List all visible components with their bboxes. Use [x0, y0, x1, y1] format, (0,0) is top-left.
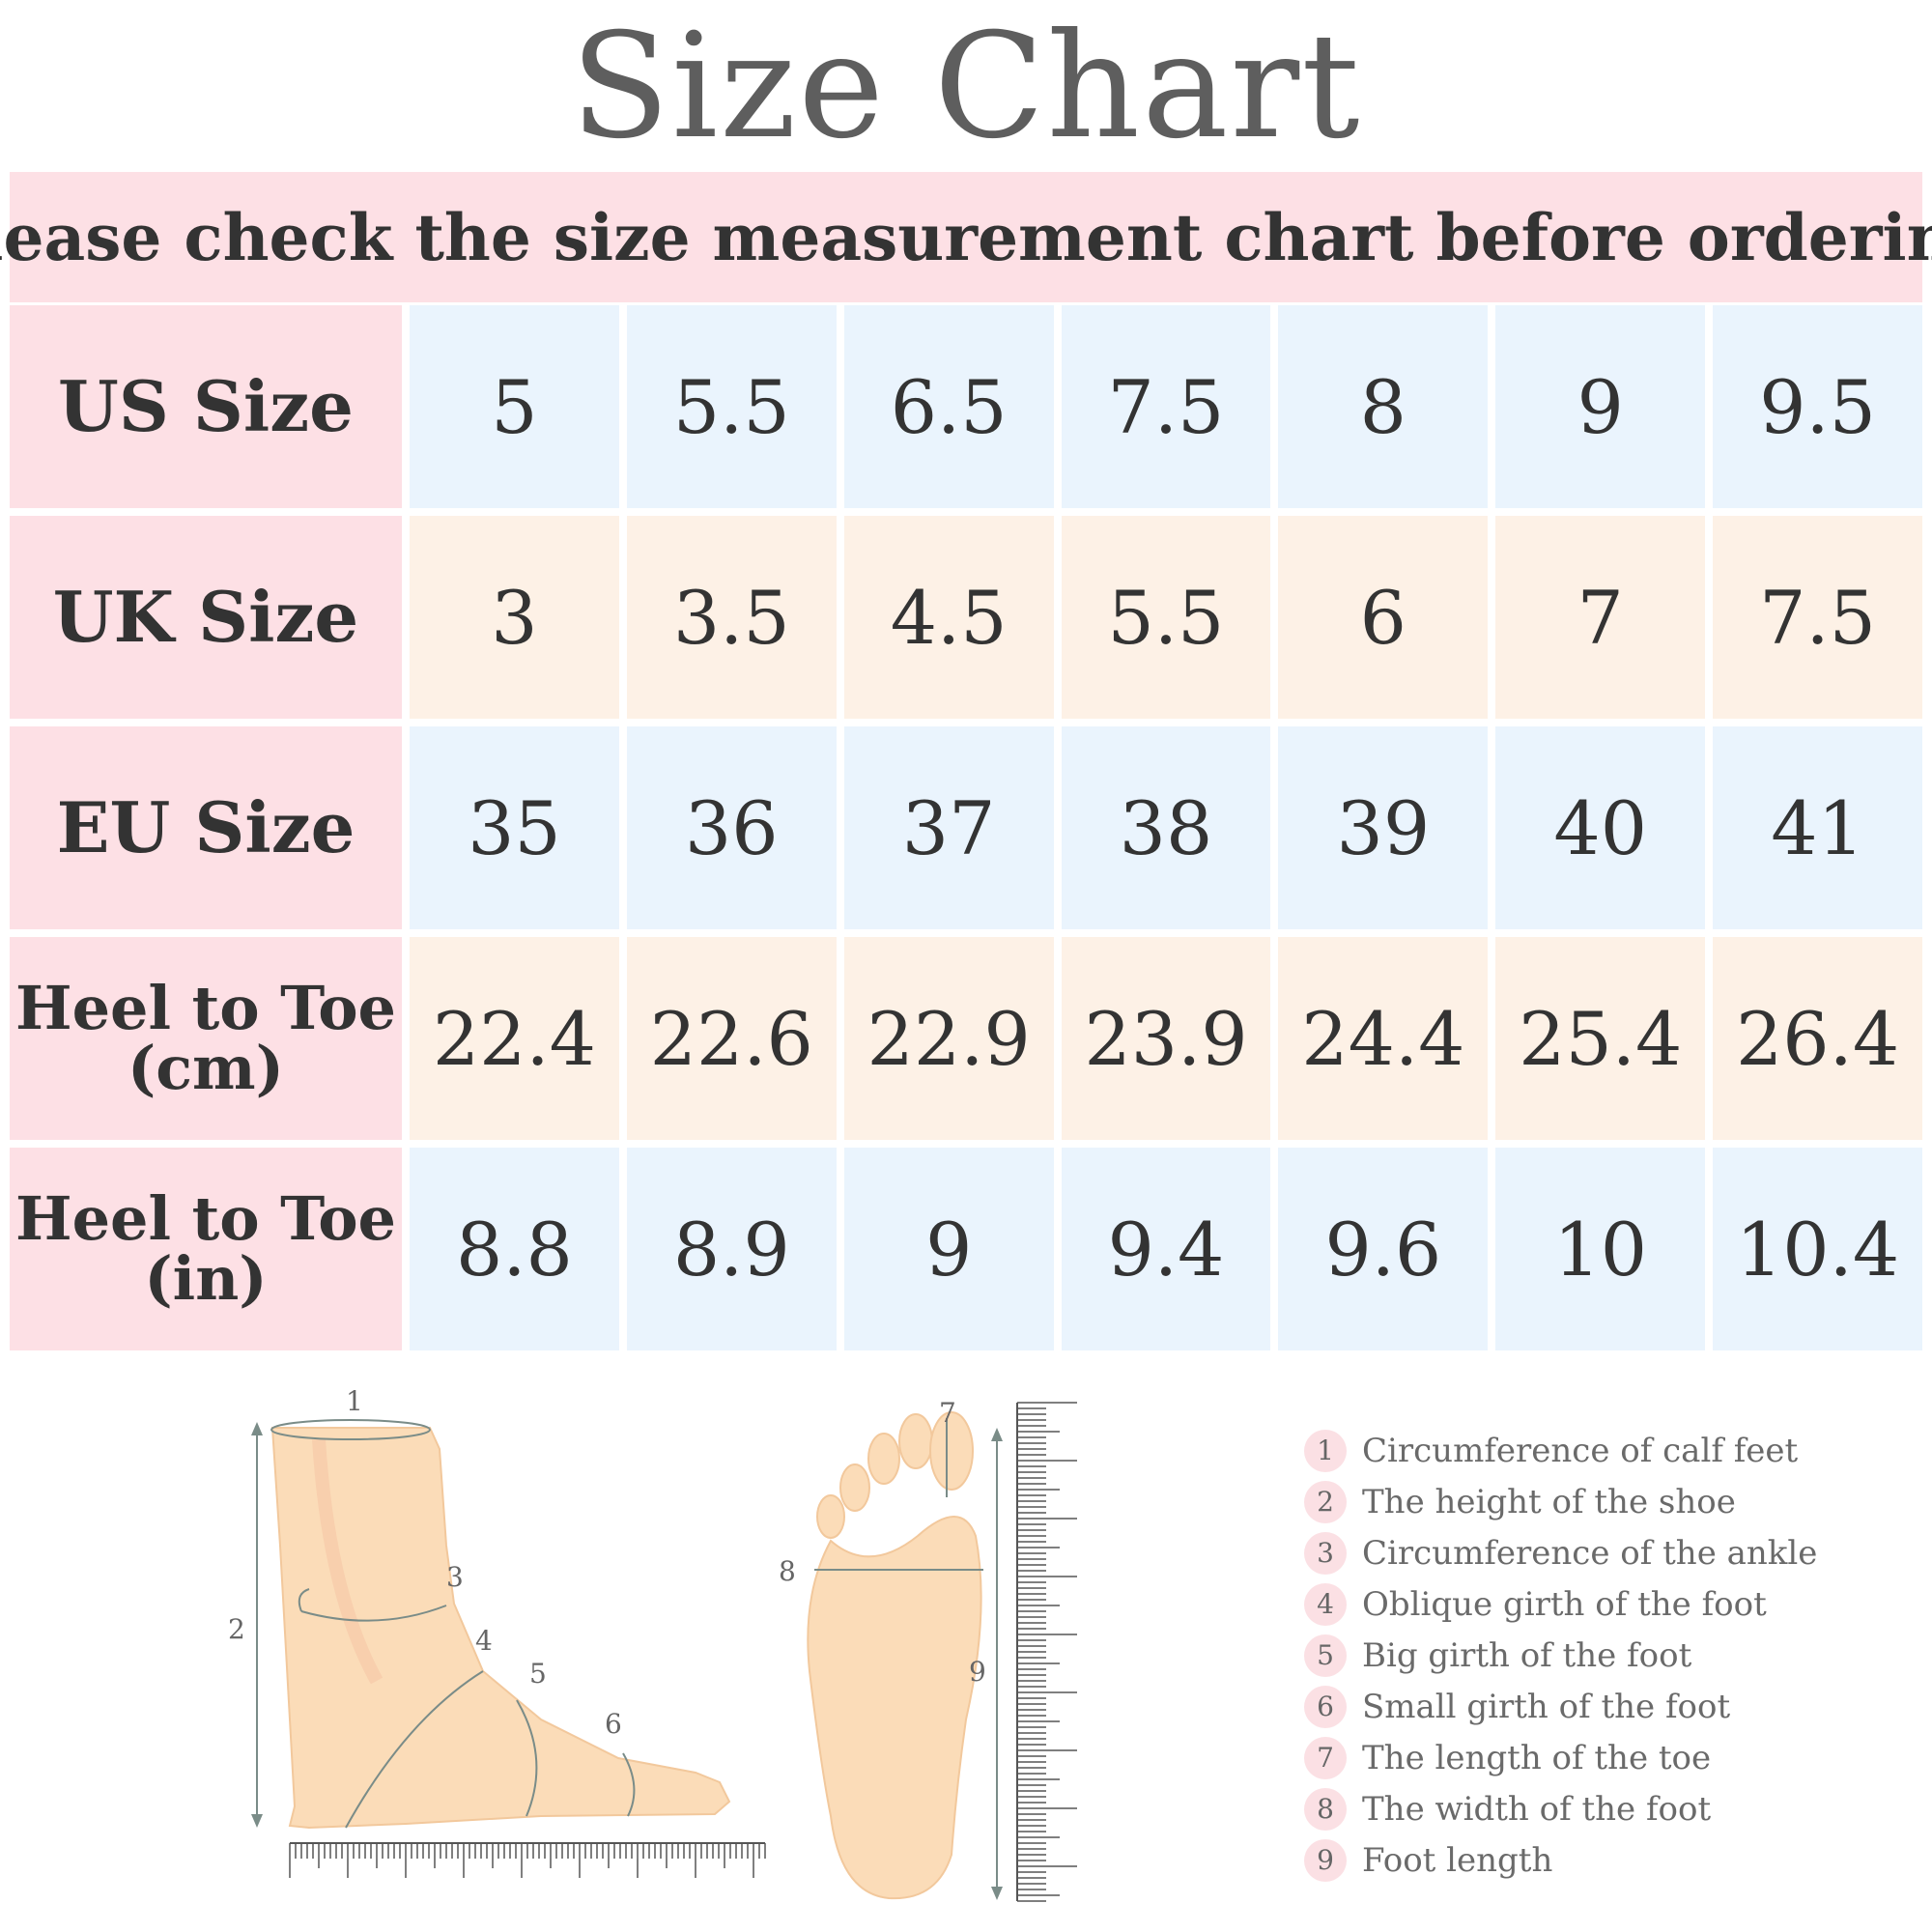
diagram-label-5: 5 [529, 1658, 547, 1690]
row-header-heel-toe-in: Heel to Toe (in) [10, 1148, 402, 1350]
legend-number: 8 [1304, 1787, 1347, 1831]
legend-item: 3 Circumference of the ankle [1304, 1527, 1903, 1578]
sole-foot-illustration [807, 1411, 1003, 1900]
side-foot-illustration [251, 1419, 731, 1830]
legend-text: The width of the foot [1362, 1789, 1712, 1829]
table-cell: 10.4 [1713, 1148, 1922, 1350]
row-header-uk: UK Size [10, 516, 402, 719]
table-cell: 35 [410, 726, 619, 929]
table-cell: 7 [1495, 516, 1706, 719]
row-header-us: US Size [10, 305, 402, 508]
legend-item: 4 Oblique girth of the foot [1304, 1578, 1903, 1630]
table-cell: 5.5 [1061, 516, 1271, 719]
table-cell: 26.4 [1713, 937, 1922, 1140]
table-cell: 22.4 [410, 937, 619, 1140]
table-cell: 38 [1061, 726, 1271, 929]
legend-text: Circumference of calf feet [1362, 1431, 1799, 1470]
legend-text: Foot length [1362, 1840, 1553, 1880]
diagram-label-7: 7 [939, 1397, 956, 1429]
ruler-horizontal [289, 1842, 766, 1878]
table-cell: 9 [843, 1148, 1054, 1350]
table-cell: 22.9 [843, 937, 1054, 1140]
legend-item: 9 Foot length [1304, 1834, 1903, 1886]
table-cell: 10 [1495, 1148, 1706, 1350]
legend-item: 8 The width of the foot [1304, 1783, 1903, 1834]
table-cell: 23.9 [1061, 937, 1271, 1140]
table-cell: 9.5 [1713, 305, 1922, 508]
diagram-label-8: 8 [779, 1555, 796, 1587]
legend-number: 9 [1304, 1838, 1347, 1882]
table-cell: 3 [410, 516, 619, 719]
page-title: Size Chart [570, 3, 1362, 171]
legend-text: The length of the toe [1362, 1738, 1712, 1777]
legend-number: 1 [1304, 1429, 1347, 1472]
legend-number: 4 [1304, 1582, 1347, 1626]
diagram-label-6: 6 [605, 1708, 622, 1740]
table-cell: 3.5 [626, 516, 837, 719]
diagram-label-1: 1 [346, 1385, 363, 1417]
legend-item: 7 The length of the toe [1304, 1732, 1903, 1783]
ruler-vertical [1016, 1402, 1077, 1902]
legend-number: 5 [1304, 1634, 1347, 1677]
legend-number: 3 [1304, 1531, 1347, 1575]
diagram-label-2: 2 [228, 1613, 245, 1645]
table-cell: 39 [1278, 726, 1489, 929]
table-cell: 37 [843, 726, 1054, 929]
legend-number: 6 [1304, 1685, 1347, 1728]
diagram-label-9: 9 [969, 1656, 986, 1688]
table-cell: 4.5 [843, 516, 1054, 719]
legend-text: Circumference of the ankle [1362, 1533, 1818, 1573]
table-cell: 9 [1495, 305, 1706, 508]
table-cell: 6 [1278, 516, 1489, 719]
table-cell: 7.5 [1061, 305, 1271, 508]
table-cell: 8.9 [626, 1148, 837, 1350]
legend-text: Big girth of the foot [1362, 1635, 1692, 1675]
row-header-eu: EU Size [10, 726, 402, 929]
legend-number: 2 [1304, 1480, 1347, 1523]
legend-text: Small girth of the foot [1362, 1687, 1731, 1726]
table-cell: 5 [410, 305, 619, 508]
legend-item: 5 Big girth of the foot [1304, 1630, 1903, 1681]
table-cell: 41 [1713, 726, 1922, 929]
table-cell: 9.6 [1278, 1148, 1489, 1350]
table-cell: 36 [626, 726, 837, 929]
diagram-label-4: 4 [475, 1625, 493, 1657]
table-cell: 6.5 [843, 305, 1054, 508]
legend-item: 2 The height of the shoe [1304, 1476, 1903, 1527]
table-cell: 22.6 [626, 937, 837, 1140]
table-cell: 8.8 [410, 1148, 619, 1350]
table-cell: 5.5 [626, 305, 837, 508]
size-table: US Size 5 5.5 6.5 7.5 8 9 9.5 UK Size 3 … [10, 305, 1922, 1350]
table-cell: 40 [1495, 726, 1706, 929]
legend-item: 1 Circumference of calf feet [1304, 1425, 1903, 1476]
row-header-heel-toe-cm: Heel to Toe (cm) [10, 937, 402, 1140]
subtitle-banner: please check the size measurement chart … [0, 172, 1932, 302]
measurement-legend: 1 Circumference of calf feet 2 The height … [1304, 1425, 1903, 1886]
table-cell: 9.4 [1061, 1148, 1271, 1350]
legend-item: 6 Small girth of the foot [1304, 1681, 1903, 1732]
table-cell: 8 [1278, 305, 1489, 508]
foot-measurement-diagram: 1 2 3 4 5 6 7 8 9 [228, 1385, 1077, 1902]
legend-number: 7 [1304, 1736, 1347, 1779]
legend-text: The height of the shoe [1362, 1482, 1736, 1521]
table-cell: 25.4 [1495, 937, 1706, 1140]
table-cell: 24.4 [1278, 937, 1489, 1140]
legend-text: Oblique girth of the foot [1362, 1584, 1767, 1624]
diagram-label-3: 3 [446, 1561, 464, 1593]
table-cell: 7.5 [1713, 516, 1922, 719]
